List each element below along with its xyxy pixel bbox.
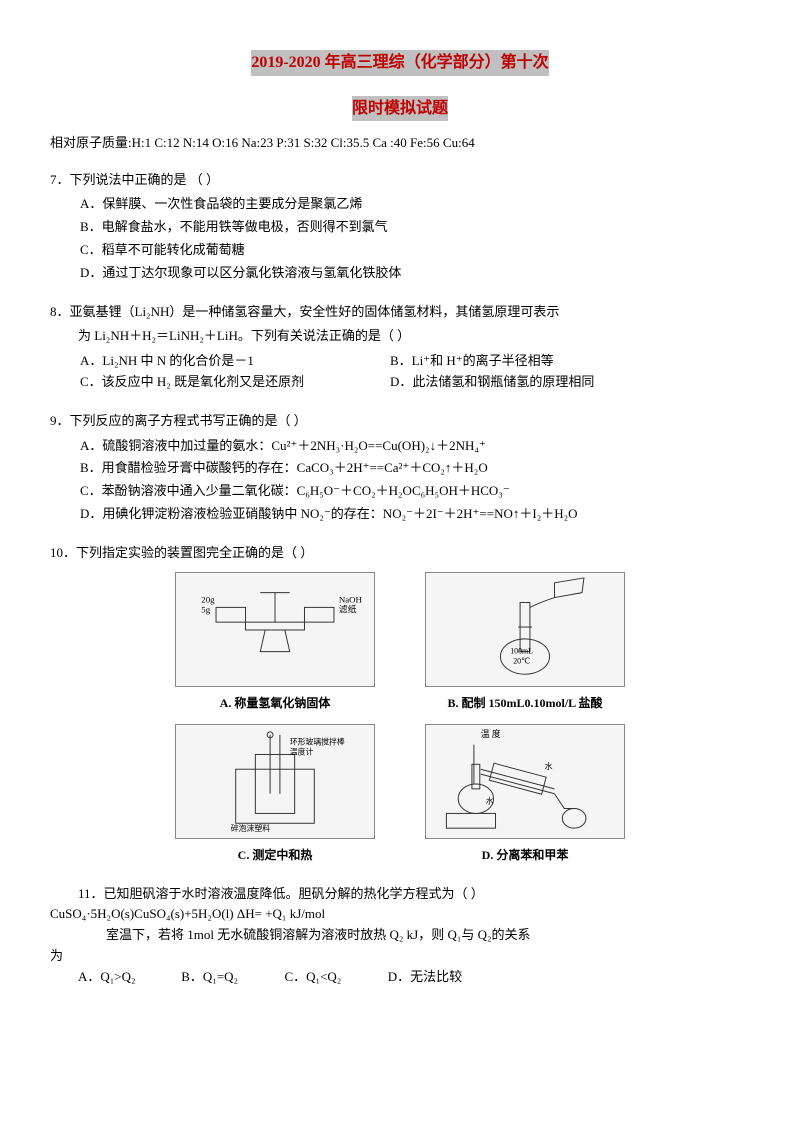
svg-text:100mL: 100mL [510, 646, 533, 655]
q7-option-c: C．稻草不可能转化成葡萄糖 [80, 240, 750, 261]
svg-text:20℃: 20℃ [513, 656, 530, 665]
atomic-mass: 相对原子质量:H:1 C:12 N:14 O:16 Na:23 P:31 S:3… [50, 131, 750, 154]
question-11: 11．已知胆矾溶于水时溶液温度降低。胆矾分解的热化学方程式为（ ） CuSO₄·… [50, 884, 750, 988]
svg-text:5g: 5g [201, 604, 210, 614]
q11-text-3: 为 [50, 946, 750, 967]
svg-text:NaOH: NaOH [339, 594, 363, 604]
q7-option-d: D．通过丁达尔现象可以区分氯化铁溶液与氢氧化铁胶体 [80, 263, 750, 284]
diagram-a-label: A. 称量氢氧化钠固体 [155, 694, 395, 713]
title-line-2: 限时模拟试题 [352, 96, 448, 122]
q8-option-c: C．该反应中 H₂ 既是氧化剂又是还原剂 [80, 372, 390, 393]
q9-text: 9．下列反应的离子方程式书写正确的是（ ） [50, 411, 750, 432]
q7-option-b: B．电解食盐水，不能用铁等做电极，否则得不到氯气 [80, 217, 750, 238]
diagram-c-label: C. 测定中和热 [155, 846, 395, 865]
q11-option-c: C．Q₁<Q₂ [285, 967, 385, 988]
q8-option-b: B．Li⁺和 H⁺的离子半径相等 [390, 351, 554, 372]
svg-text:温度计: 温度计 [290, 746, 314, 756]
question-10: 10．下列指定实验的装置图完全正确的是（ ） NaOH 滤纸 20g 5g A.… [50, 543, 750, 866]
q8-option-a: A．Li₂NH 中 N 的化合价是－1 [80, 351, 390, 372]
question-7: 7．下列说法中正确的是 （ ） A．保鲜膜、一次性食品袋的主要成分是聚氯乙烯 B… [50, 170, 750, 284]
q11-option-a: A．Q₁>Q₂ [78, 967, 178, 988]
diagram-c: 环形玻璃搅拌棒 温度计 碎泡沫塑料 C. 测定中和热 [155, 724, 395, 866]
svg-text:环形玻璃搅拌棒: 环形玻璃搅拌棒 [290, 736, 345, 746]
q11-option-b: B．Q₁=Q₂ [181, 967, 281, 988]
diagram-c-img: 环形玻璃搅拌棒 温度计 碎泡沫塑料 [175, 724, 375, 839]
svg-text:碎泡沫塑料: 碎泡沫塑料 [231, 823, 270, 833]
question-9: 9．下列反应的离子方程式书写正确的是（ ） A．硫酸铜溶液中加过量的氨水：Cu²… [50, 411, 750, 525]
q9-option-c: C．苯酚钠溶液中通入少量二氧化碳：C₆H₅O⁻＋CO₂＋H₂OC₆H₅OH＋HC… [80, 481, 750, 502]
q10-text: 10．下列指定实验的装置图完全正确的是（ ） [50, 543, 750, 564]
diagram-b: 100mL 20℃ B. 配制 150mL0.10mol/L 盐酸 [405, 572, 645, 714]
title-line-1: 2019-2020 年高三理综（化学部分）第十次 [251, 50, 548, 76]
q8-option-d: D．此法储氢和钢瓶储氢的原理相同 [390, 372, 594, 393]
q11-text-2: 室温下，若将 1mol 无水硫酸铜溶解为溶液时放热 Q₂ kJ，则 Q₁与 Q₂… [50, 925, 750, 946]
q9-option-b: B．用食醋检验牙膏中碳酸钙的存在：CaCO₃＋2H⁺==Ca²⁺＋CO₂↑＋H₂… [80, 458, 750, 479]
q9-option-a: A．硫酸铜溶液中加过量的氨水：Cu²⁺＋2NH₃·H₂O==Cu(OH)₂↓＋2… [80, 436, 750, 457]
q11-text-1: 11．已知胆矾溶于水时溶液温度降低。胆矾分解的热化学方程式为（ ） [50, 884, 750, 905]
q7-text: 7．下列说法中正确的是 （ ） [50, 170, 750, 191]
diagram-b-label: B. 配制 150mL0.10mol/L 盐酸 [405, 694, 645, 713]
question-8: 8．亚氨基锂（Li₂NH）是一种储氢容量大，安全性好的固体储氢材料，其储氢原理可… [50, 302, 750, 393]
svg-text:20g: 20g [201, 594, 215, 604]
diagram-a-img: NaOH 滤纸 20g 5g [175, 572, 375, 687]
diagram-b-img: 100mL 20℃ [425, 572, 625, 687]
svg-text:水: 水 [545, 761, 553, 771]
svg-text:滤纸: 滤纸 [339, 603, 357, 614]
svg-text:温 度: 温 度 [481, 727, 501, 738]
q11-option-d: D．无法比较 [388, 967, 488, 988]
q7-option-a: A．保鲜膜、一次性食品袋的主要成分是聚氯乙烯 [80, 194, 750, 215]
diagram-a: NaOH 滤纸 20g 5g A. 称量氢氧化钠固体 [155, 572, 395, 714]
diagram-d: 温 度 水 水 D. 分离苯和甲苯 [405, 724, 645, 866]
svg-text:水: 水 [486, 795, 494, 805]
q8-text-1: 8．亚氨基锂（Li₂NH）是一种储氢容量大，安全性好的固体储氢材料，其储氢原理可… [50, 302, 750, 323]
diagram-d-img: 温 度 水 水 [425, 724, 625, 839]
q9-option-d: D．用碘化钾淀粉溶液检验亚硝酸钠中 NO₂⁻的存在：NO₂⁻＋2I⁻＋2H⁺==… [80, 504, 750, 525]
q8-text-2: 为 Li₂NH＋H₂＝LiNH₂＋LiH。下列有关说法正确的是（ ） [50, 326, 750, 347]
diagram-d-label: D. 分离苯和甲苯 [405, 846, 645, 865]
q11-eq: CuSO₄·5H₂O(s)CuSO₄(s)+5H₂O(l) ΔH= +Q₁ kJ… [50, 904, 750, 925]
